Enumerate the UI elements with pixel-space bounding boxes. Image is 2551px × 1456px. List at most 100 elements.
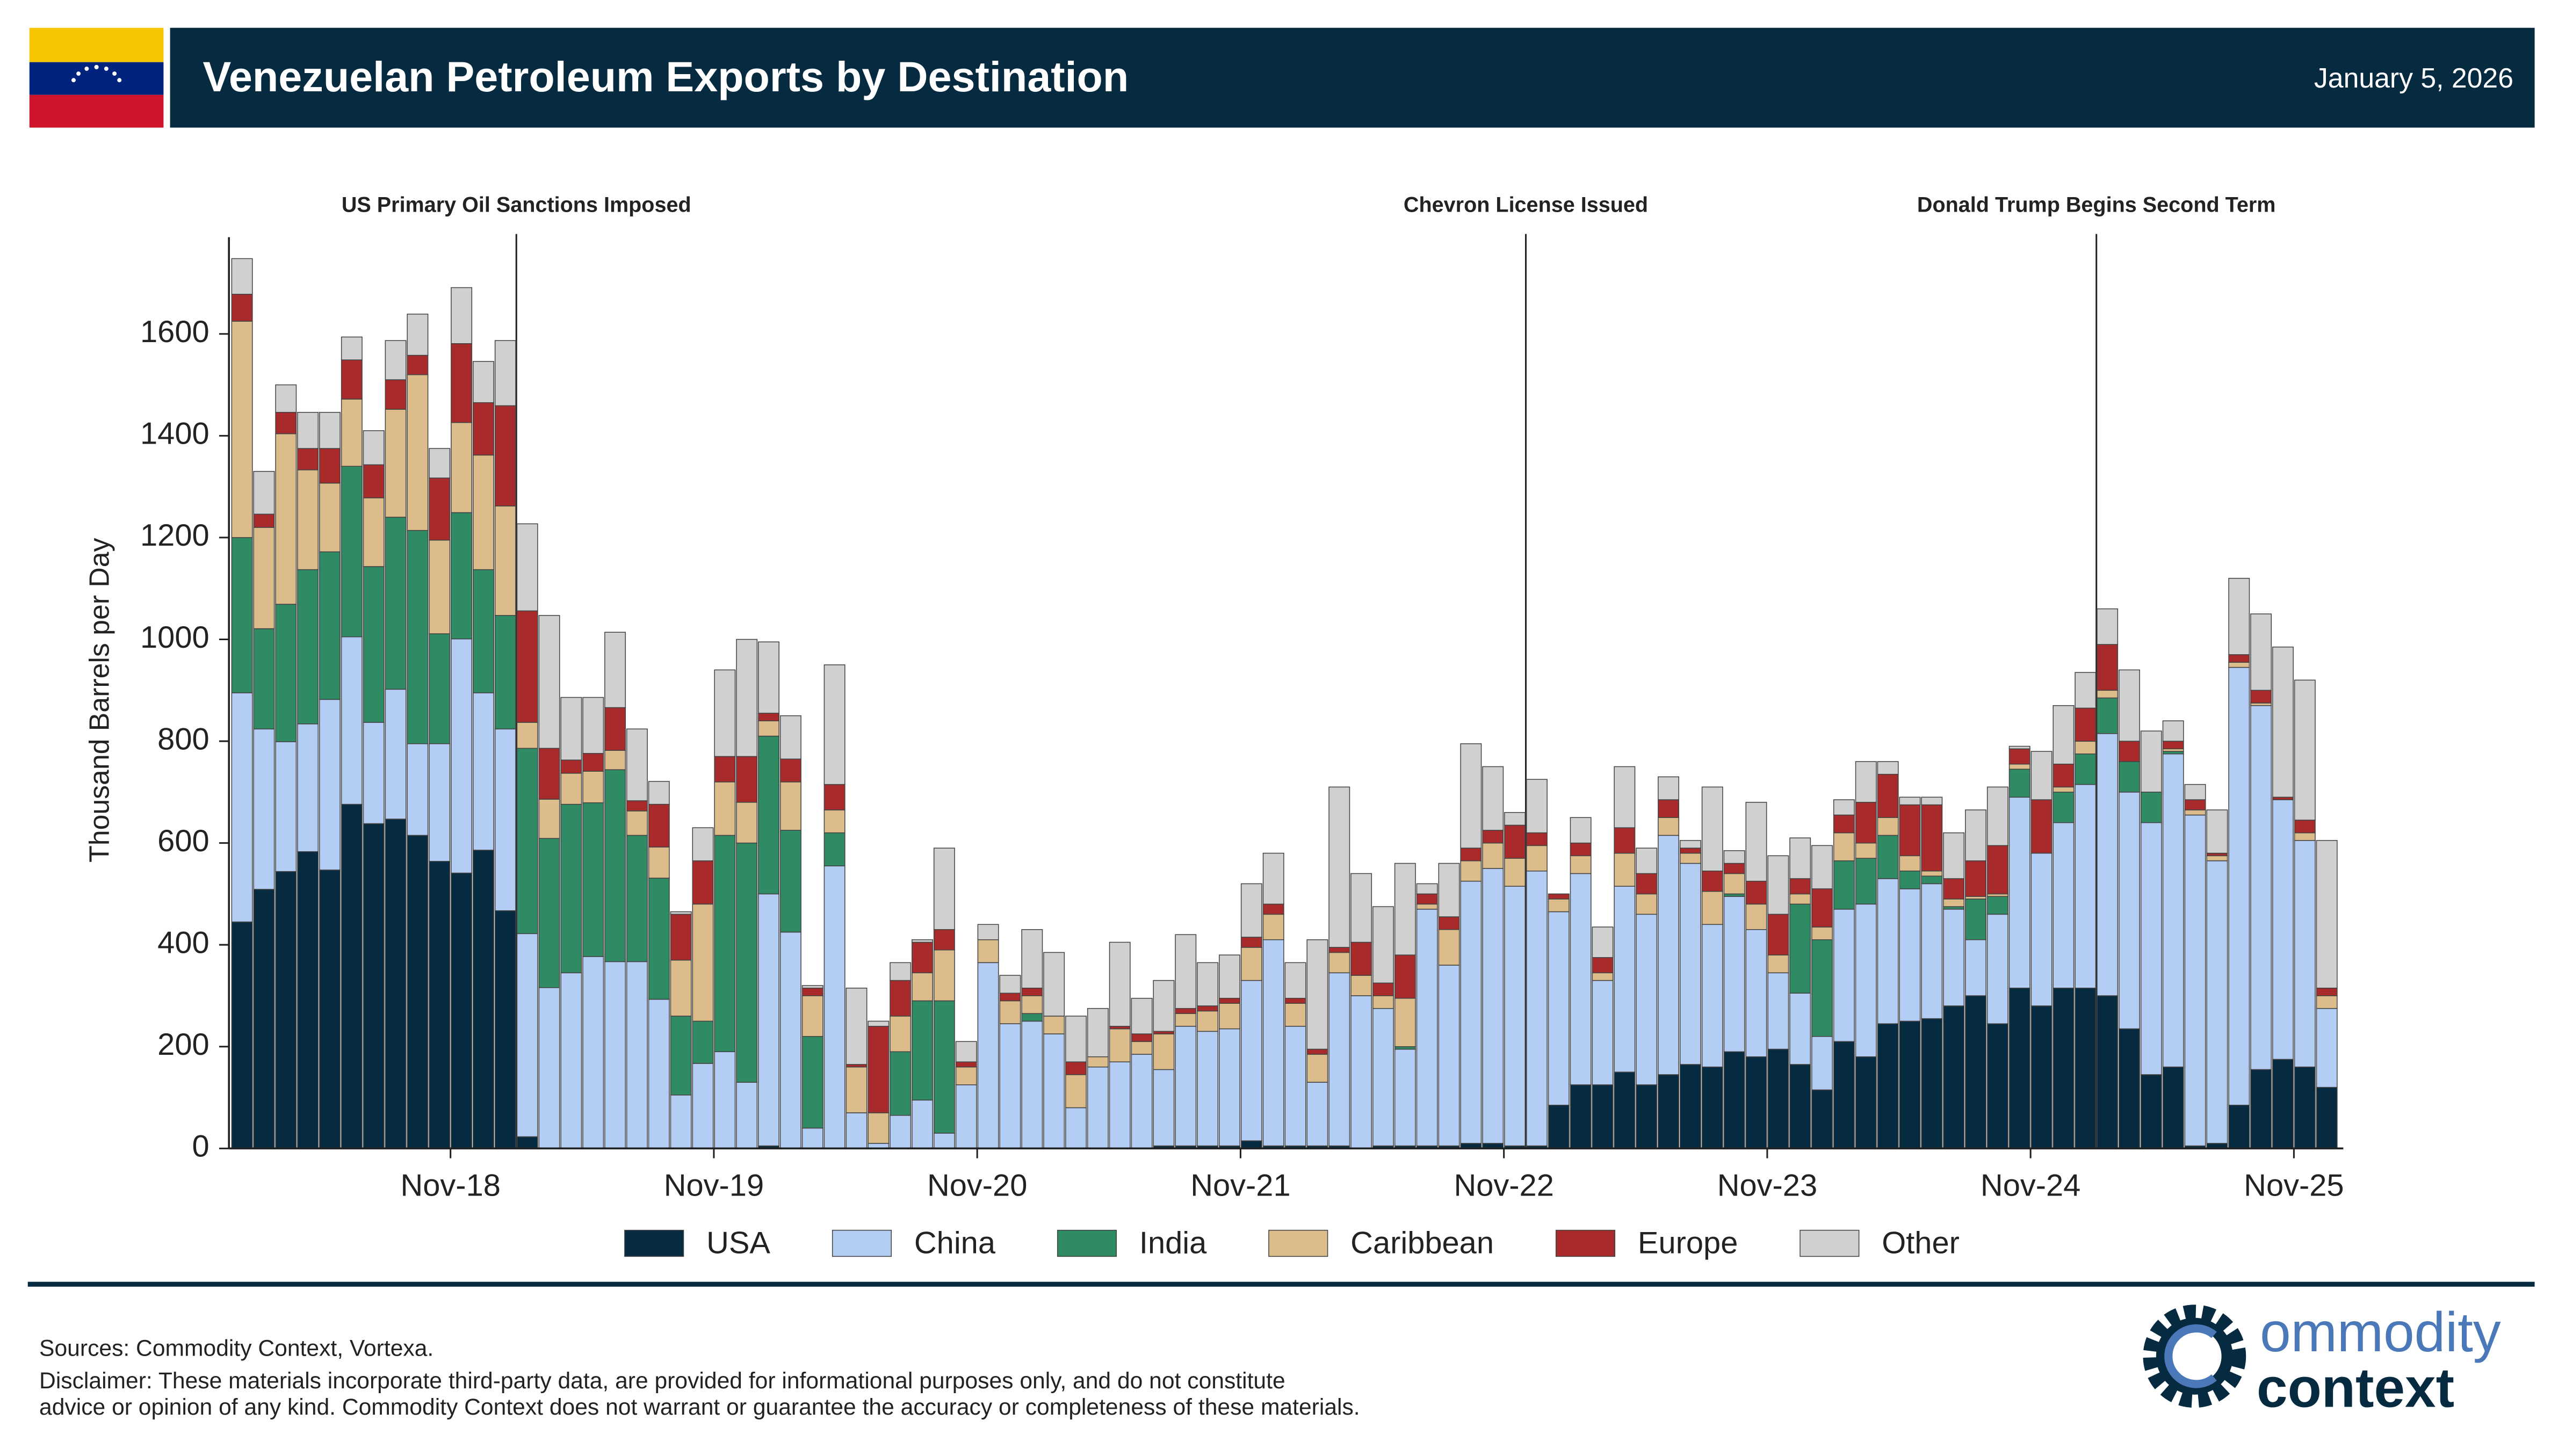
bar-segment <box>1986 1023 2008 1149</box>
bar-segment <box>1899 855 1921 872</box>
legend-label: Europe <box>1638 1226 1738 1260</box>
bar-segment <box>626 835 648 962</box>
bar-segment <box>1877 761 1899 775</box>
bar-segment <box>1833 1041 1855 1149</box>
logo: ommodity context <box>2143 1301 2501 1419</box>
bar-segment <box>2030 1005 2053 1149</box>
bar-segment <box>1262 914 1284 940</box>
bar-segment <box>1219 1003 1240 1030</box>
bar-segment <box>2184 784 2206 800</box>
bar-segment <box>1548 893 1570 900</box>
bar-segment <box>779 781 801 831</box>
bar-segment <box>1131 1041 1153 1055</box>
bar-segment <box>1504 812 1526 826</box>
bar-segment <box>648 803 670 847</box>
bar-segment <box>692 903 714 1022</box>
x-tick-label: Nov-18 <box>400 1169 500 1203</box>
bar-segment <box>736 756 758 803</box>
bar-segment <box>1986 914 2008 1024</box>
bar-segment <box>1811 1089 1833 1149</box>
bar-segment <box>868 1112 890 1144</box>
bar-segment <box>977 924 999 940</box>
bar-segment <box>1745 903 1767 930</box>
bar-segment <box>275 871 297 1149</box>
bar-segment <box>1614 766 1636 828</box>
bar-segment <box>1986 845 2008 895</box>
bar-segment <box>582 802 604 957</box>
bar-segment <box>231 294 253 322</box>
plot-area: US Primary Oil Sanctions Imposed Chevron … <box>140 193 2344 1260</box>
bar-segment <box>779 758 801 783</box>
bar-segment <box>890 962 912 981</box>
bar-segment <box>1745 929 1767 1057</box>
bar-segment <box>1921 875 1943 885</box>
bar-segment <box>626 961 648 1149</box>
bar-segment <box>736 802 758 844</box>
bar-segment <box>1811 926 1833 940</box>
bar-segment <box>670 911 692 915</box>
bar-segment <box>538 748 560 800</box>
bar-segment <box>297 411 319 449</box>
bar-segment <box>560 697 582 760</box>
bar-segment <box>451 872 473 1149</box>
bar-segment <box>2140 1074 2162 1149</box>
bar-segment <box>670 914 692 961</box>
bar-segment <box>2008 769 2030 798</box>
bar-segment <box>1570 817 1592 844</box>
bar-segment <box>2294 840 2316 1068</box>
bar-segment <box>1965 809 1986 861</box>
bar-segment <box>2250 1069 2272 1149</box>
bar-segment <box>1087 1008 1109 1057</box>
bar-segment <box>1965 860 1986 897</box>
bar-segment <box>363 722 385 824</box>
bar-segment <box>692 827 714 861</box>
bar-segment <box>692 860 714 905</box>
bar-segment <box>626 728 648 801</box>
bar-segment <box>604 632 626 708</box>
bar-segment <box>999 975 1021 994</box>
bar-segment <box>670 1095 692 1149</box>
bar-segment <box>1636 847 1658 874</box>
bar-segment <box>231 258 253 295</box>
bar-segment <box>2316 995 2338 1009</box>
bar-segment <box>1811 845 1833 889</box>
bar-segment <box>1877 817 1899 836</box>
flag-red <box>29 95 164 128</box>
bar-segment <box>1306 1048 1328 1055</box>
bar-segment <box>1153 980 1175 1032</box>
bar-segment <box>2119 741 2140 762</box>
bar-segment <box>385 517 407 690</box>
bar-segment <box>1789 903 1811 994</box>
bar-segment <box>1679 840 1701 849</box>
bar-segment <box>1614 852 1636 887</box>
bar-segment <box>297 851 319 1149</box>
bar-segment <box>2075 741 2097 755</box>
y-tick-label: 600 <box>157 824 209 858</box>
bar-segment <box>297 448 319 470</box>
bar-segment <box>1789 893 1811 905</box>
bar-segment <box>1328 972 1350 1147</box>
bar-segment <box>319 411 341 449</box>
bar-segment <box>1570 855 1592 874</box>
bar-segment <box>2316 840 2338 989</box>
bar-segment <box>1087 1056 1109 1068</box>
bar-segment <box>1899 1020 1921 1149</box>
bar-segment <box>890 1016 912 1053</box>
bar-segment <box>253 728 275 890</box>
bar-segment <box>1021 929 1043 989</box>
bar-segment <box>1328 947 1350 953</box>
bar-segment <box>1416 903 1438 910</box>
bar-segment <box>1240 1140 1262 1149</box>
bar-segment <box>933 1133 955 1149</box>
bar-segment <box>538 838 560 988</box>
bar-segment <box>297 723 319 852</box>
bar-segment <box>538 987 560 1149</box>
logo-gear <box>2156 1317 2233 1395</box>
bar-segment <box>1350 995 1372 1149</box>
bar-segment <box>407 374 429 531</box>
bar-segment <box>2119 792 2140 1030</box>
bar-segment <box>560 803 582 974</box>
bar-segment <box>429 477 451 541</box>
bar-segment <box>1526 832 1548 846</box>
legend-swatch <box>1268 1229 1328 1257</box>
